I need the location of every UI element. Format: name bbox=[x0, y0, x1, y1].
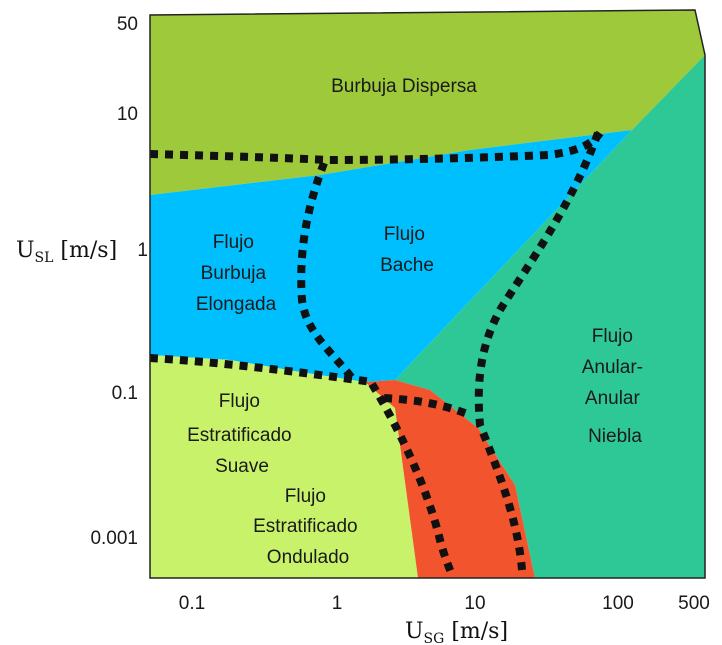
x-axis-label: USG [m/s] bbox=[405, 619, 508, 645]
y-tick-label: 0.001 bbox=[90, 528, 138, 549]
x-tick-label: 0.1 bbox=[179, 593, 205, 614]
label-flujo-burbuja-elongada: Flujo Burbuja Elongada bbox=[196, 232, 277, 315]
label-flujo-estratificado-suave: Flujo Estratificado Suave bbox=[187, 391, 297, 477]
region-flujo-burbuja-bache bbox=[150, 130, 632, 382]
y-tick-label: 50 bbox=[117, 14, 138, 35]
y-tick-label: 0.1 bbox=[112, 383, 138, 404]
label-flujo-estratificado-ondulado: Flujo Estratificado Ondulado bbox=[253, 486, 363, 568]
boundary-annular bbox=[474, 131, 602, 571]
y-tick-label: 1 bbox=[137, 240, 148, 261]
label-flujo-anular: Flujo Anular- Anular Niebla bbox=[582, 326, 649, 447]
plot-frame bbox=[149, 9, 706, 579]
x-tick-label: 100 bbox=[602, 593, 634, 614]
label-burbuja-dispersa: Burbuja Dispersa bbox=[331, 76, 477, 97]
label-flujo-bache: Flujo Bache bbox=[380, 224, 434, 276]
y-axis-label: USL [m/s] bbox=[16, 238, 117, 266]
region-flujo-estratificado bbox=[150, 355, 418, 578]
region-transition-zone bbox=[365, 380, 535, 578]
region-burbuja-dispersa bbox=[150, 10, 705, 195]
boundary-dispersed-bubble bbox=[149, 130, 604, 165]
region-flujo-anular bbox=[395, 55, 705, 578]
x-tick-label: 1 bbox=[332, 593, 343, 614]
boundary-stratified bbox=[149, 354, 373, 386]
x-tick-label: 500 bbox=[678, 593, 710, 614]
boundary-wavy-arc bbox=[383, 394, 472, 419]
y-tick-label: 10 bbox=[117, 104, 138, 125]
x-tick-label: 10 bbox=[464, 593, 485, 614]
boundary-elongated-bubble-slug bbox=[297, 161, 356, 381]
